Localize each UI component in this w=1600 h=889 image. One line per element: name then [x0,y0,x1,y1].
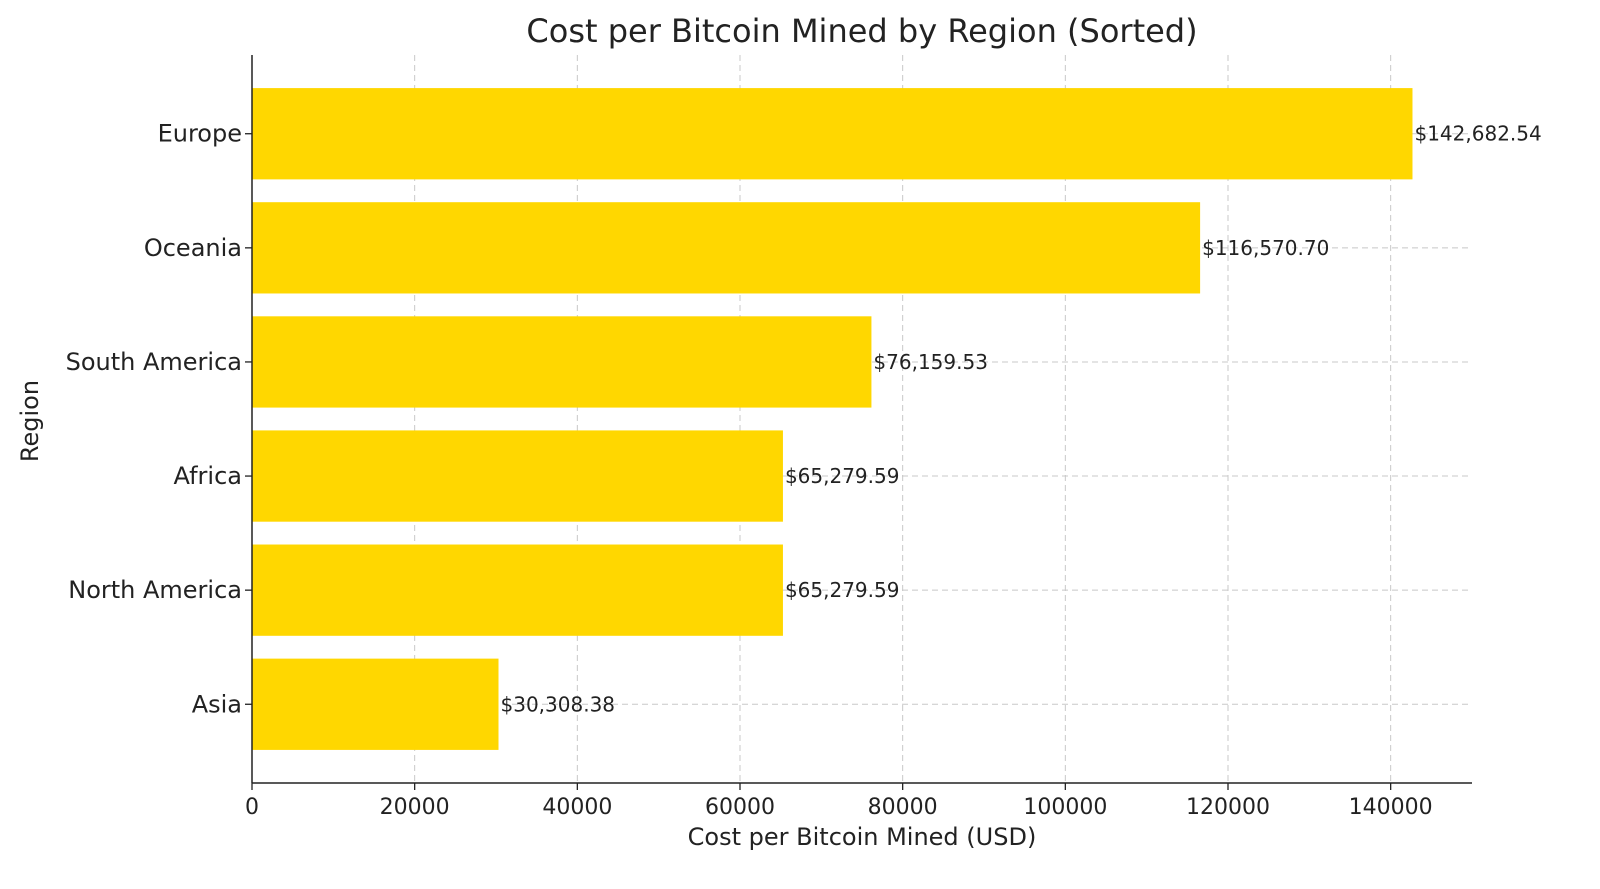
y-tick-label: Europe [158,120,242,148]
y-tick-label: Oceania [144,234,242,262]
data-label: $76,159.53 [873,350,988,374]
y-axis-label: Region [16,380,44,462]
bar-south-america [252,316,872,408]
bar-north-america [252,544,783,636]
data-labels: $142,682.54 $116,570.70 $76,159.53 $65,279.… [501,122,1542,717]
y-tick-label: Africa [174,462,242,490]
y-tick-label: North America [68,576,242,604]
x-tick-label: 20000 [380,795,450,820]
x-tick-label: 0 [245,795,259,820]
data-label: $65,279.59 [785,578,900,602]
bar-europe [252,88,1413,180]
y-tick-label: Asia [192,690,242,718]
x-tick-label: 40000 [542,795,612,820]
x-axis-label: Cost per Bitcoin Mined (USD) [688,823,1037,851]
data-label: $65,279.59 [785,464,900,488]
x-tick-label: 80000 [868,795,938,820]
x-tick-label: 140000 [1349,795,1433,820]
axes: 0 20000 40000 60000 80000 100000 120000 140000 E… [66,55,1472,820]
data-label: $30,308.38 [501,692,616,716]
y-tick-label: South America [66,348,242,376]
data-label: $142,682.54 [1414,122,1541,146]
bar-asia [252,658,499,750]
bars [252,88,1413,750]
chart-title: Cost per Bitcoin Mined by Region (Sorted… [526,12,1197,50]
bar-africa [252,430,783,522]
x-tick-label: 120000 [1186,795,1270,820]
x-tick-label: 100000 [1023,795,1107,820]
x-tick-label: 60000 [705,795,775,820]
bar-oceania [252,202,1201,294]
data-label: $116,570.70 [1202,236,1329,260]
